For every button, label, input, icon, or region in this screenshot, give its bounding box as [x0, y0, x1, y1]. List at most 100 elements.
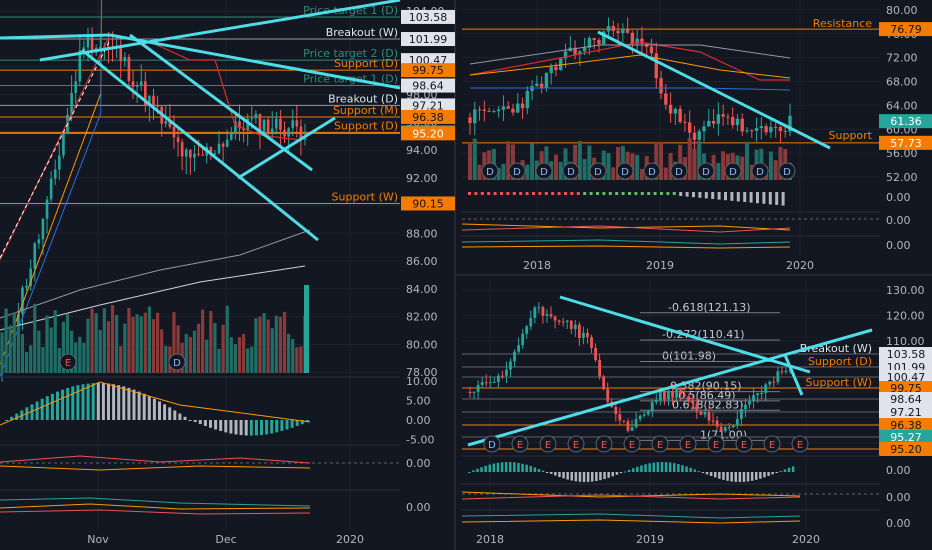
fib-candle: [748, 401, 751, 405]
daily-candle: [62, 133, 65, 156]
weekly-oscillator-bar: [564, 192, 567, 195]
fib-event-marker-ring: [539, 435, 557, 453]
daily-candle: [193, 153, 196, 158]
daily-y-tick: 94.00: [406, 144, 438, 157]
fib-level-label: Support (W): [806, 376, 872, 389]
fib-candle: [687, 396, 691, 401]
daily-candle: [184, 149, 188, 157]
daily-macd-bar: [61, 389, 65, 420]
daily-volume-bar: [209, 310, 213, 373]
fib-trendline: [467, 328, 873, 447]
fib-oscillator-bar: [673, 463, 676, 472]
daily-macd-bar: [142, 393, 146, 420]
weekly-volume-bar: [468, 142, 472, 180]
fib-oscillator-bar: [652, 462, 655, 472]
daily-volume-bar: [53, 310, 57, 373]
fib-oscillator-bar: [607, 472, 610, 478]
daily-y-tick: 88.00: [406, 227, 438, 240]
weekly-price-tag-bg: [879, 135, 932, 150]
fib-event-marker: E: [573, 440, 579, 451]
fib-oscillator-bar: [668, 462, 672, 472]
weekly-oscillator-bar: [653, 192, 657, 195]
weekly-candle: [535, 83, 539, 87]
daily-indicator-series: [0, 503, 311, 510]
daily-macd-bar: [66, 387, 70, 420]
weekly-price-tag: 76.79: [890, 23, 922, 36]
fib-oscillator-bar: [677, 464, 680, 472]
daily-volume-bar: [98, 329, 102, 373]
weekly-candle: [477, 109, 482, 111]
weekly-indicator-tick: 0.00: [886, 191, 911, 204]
weekly-candle: [492, 111, 496, 113]
fib-candle: [638, 415, 642, 419]
fib-oscillator-bar: [779, 470, 783, 472]
daily-trendline: [39, 0, 401, 62]
daily-volume-bar: [57, 348, 61, 373]
fib-candle: [764, 384, 768, 394]
fib-oscillator-bar: [615, 472, 619, 475]
daily-candle: [254, 114, 258, 119]
weekly-volume-bar: [573, 144, 578, 180]
fib-candle: [679, 387, 683, 395]
daily-macd-bar: [280, 420, 284, 432]
weekly-oscillator-bar: [666, 192, 670, 195]
daily-candle: [119, 47, 123, 62]
weekly-candle: [678, 108, 682, 122]
fib-oscillator-bar: [730, 472, 733, 482]
daily-macd-bar: [127, 387, 131, 420]
fib-candle: [541, 307, 545, 316]
weekly-oscillator-bar: [608, 192, 612, 195]
daily-indicator-tick: 0.00: [406, 501, 431, 514]
fib-oscillator-bar: [500, 462, 504, 472]
daily-volume-bar: [82, 342, 86, 373]
weekly-candle: [473, 109, 477, 124]
daily-candle: [123, 57, 127, 62]
weekly-oscillator-bar: [679, 192, 683, 196]
fib-price-tag: 100.47: [887, 371, 926, 384]
daily-macd-tick: -5.00: [406, 434, 434, 447]
daily-volume-bar: [188, 336, 192, 373]
fib-oscillator-bar: [611, 472, 614, 477]
weekly-candle: [544, 73, 549, 89]
daily-volume-bar: [139, 316, 143, 373]
weekly-volume-bar: [582, 159, 587, 180]
daily-macd-bar: [244, 420, 248, 436]
fib-oscillator-bar: [783, 469, 787, 472]
daily-volume-bar: [78, 336, 82, 373]
fib-oscillator-bar: [504, 462, 508, 472]
daily-candle: [98, 47, 102, 49]
fib-oscillator-bar: [488, 464, 491, 472]
fib-oscillator-bar: [537, 468, 541, 472]
daily-candle: [234, 121, 237, 134]
weekly-oscillator-bar: [672, 192, 676, 195]
weekly-candle: [511, 108, 515, 113]
daily-volume-bar: [45, 315, 49, 373]
daily-candle: [70, 92, 73, 115]
weekly-oscillator-bar: [762, 192, 766, 204]
daily-volume-bar: [258, 316, 262, 373]
weekly-candle: [711, 120, 716, 124]
daily-volume-bar: [37, 330, 41, 373]
fib-oscillator-bar: [755, 472, 758, 480]
fib-candle: [492, 382, 496, 384]
fib-event-marker-ring: [483, 435, 501, 453]
fib-oscillator-bar: [775, 472, 778, 473]
daily-trendline: [109, 33, 401, 90]
daily-volume-bar: [29, 345, 33, 373]
fib-candle: [468, 392, 472, 393]
daily-candle: [144, 81, 147, 106]
weekly-event-marker: D: [648, 167, 656, 178]
fib-event-marker-ring: [623, 435, 641, 453]
fib-oscillator-bar: [533, 467, 537, 472]
weekly-x-tick: 2019: [646, 259, 674, 272]
daily-candle: [209, 146, 213, 155]
daily-y-tick: 78.00: [406, 366, 438, 379]
fib-oscillator-bar: [496, 462, 500, 472]
weekly-oscillator-bar: [628, 192, 631, 195]
weekly-candle: [625, 29, 630, 33]
weekly-indicator-tick: 0.00: [886, 239, 911, 252]
daily-macd-bar: [224, 420, 228, 433]
weekly-volume-bar: [477, 164, 482, 180]
daily-candle: [225, 139, 229, 147]
fib-price-tag: 96.38: [890, 419, 922, 432]
